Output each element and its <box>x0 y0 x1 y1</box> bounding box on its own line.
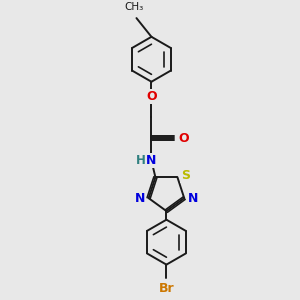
Text: O: O <box>146 90 157 103</box>
Text: N: N <box>188 192 198 205</box>
Text: N: N <box>146 154 157 167</box>
Text: S: S <box>181 169 190 182</box>
Text: CH₃: CH₃ <box>124 2 144 12</box>
Text: H: H <box>136 154 146 167</box>
Text: O: O <box>178 132 189 145</box>
Text: N: N <box>135 192 145 205</box>
Text: Br: Br <box>159 282 174 295</box>
